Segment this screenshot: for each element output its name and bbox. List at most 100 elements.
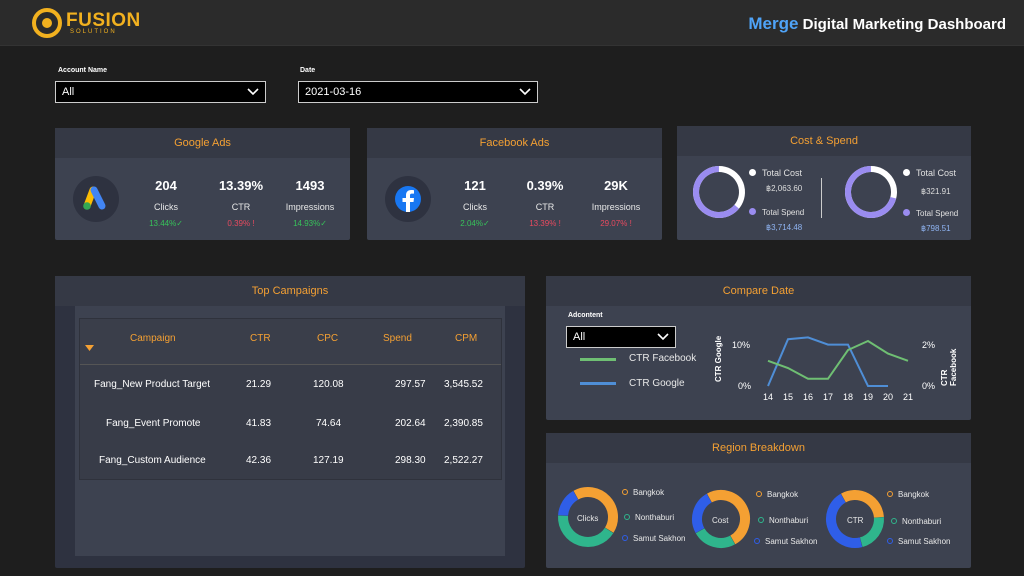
col-cpm[interactable]: CPM [455, 333, 478, 344]
cell-cpc: 74.64 [316, 418, 342, 429]
facebook-impressions-metric: 29K Impressions 29.07% ! [581, 178, 651, 228]
total-spend-value: ฿3,714.48 [766, 223, 803, 232]
cell-spend: 202.64 [395, 418, 426, 429]
x-tick: 19 [863, 392, 874, 402]
col-cpc[interactable]: CPC [317, 333, 339, 344]
col-campaign[interactable]: Campaign [130, 333, 176, 344]
date-label: Date [300, 67, 316, 74]
adcontent-select[interactable]: All [566, 326, 676, 348]
fusion-logo: FUSION SOLUTION [32, 8, 140, 38]
sort-desc-icon[interactable] [85, 345, 94, 351]
legend-dot [749, 169, 756, 176]
google-impressions-metric: 1493 Impressions 14.93%✓ [275, 178, 345, 228]
metric-label: Impressions [285, 202, 335, 212]
cell-campaign: Fang_Event Promote [106, 418, 201, 429]
adcontent-label: Adcontent [568, 312, 603, 319]
metric-value: 204 [155, 178, 177, 193]
series-line-ctr-google [767, 336, 888, 387]
spend-arc [845, 166, 897, 218]
region-donut-cost [692, 490, 750, 548]
legend-samut-sakhon: Samut Sakhon [887, 537, 950, 546]
facebook-icon [385, 176, 431, 222]
region-breakdown-card: Region Breakdown Clicks Bangkok Nonthabu… [546, 433, 971, 568]
legend-ctr-google: CTR Google [629, 378, 685, 389]
metric-change: 2.04%✓ [460, 219, 490, 228]
logo-word: FUSION [66, 10, 141, 31]
cell-campaign: Fang_New Product Target [94, 379, 210, 390]
cell-cpc: 127.19 [313, 455, 344, 466]
metric-change: 14.93%✓ [293, 219, 327, 228]
chevron-down-icon [657, 333, 669, 341]
account-name-select[interactable]: All [55, 81, 266, 103]
donut-center-label: Clicks [577, 514, 599, 523]
metric-value: 0.39% [526, 178, 564, 193]
region-slice-bangkok [841, 490, 884, 518]
alert-icon: ! [252, 219, 255, 228]
top-bar: FUSION SOLUTION Merge Digital Marketing … [0, 0, 1024, 46]
legend-bangkok: Bangkok [622, 488, 664, 497]
legend-dot [903, 169, 910, 176]
cell-cpc: 120.08 [313, 379, 344, 390]
alert-icon: ! [629, 219, 632, 228]
check-icon: ✓ [482, 219, 490, 228]
account-name-value: All [62, 86, 75, 98]
facebook-ads-title: Facebook Ads [367, 128, 662, 158]
total-spend-legend: Total Spend [749, 208, 804, 217]
google-ads-title: Google Ads [55, 128, 350, 158]
x-tick: 16 [803, 392, 814, 402]
left-axis-label: CTR Google [714, 335, 723, 382]
legend-nonthaburi: Nonthaburi [758, 516, 808, 525]
legend-dot [756, 491, 762, 497]
region-slice-samut-sakhon [692, 493, 712, 533]
date-select[interactable]: 2021-03-16 [298, 81, 538, 103]
legend-dot [622, 535, 628, 541]
account-name-label: Account Name [58, 67, 108, 74]
col-ctr[interactable]: CTR [250, 333, 271, 344]
legend-dot [749, 208, 756, 215]
chevron-down-icon [519, 88, 531, 96]
logo-subtitle: SOLUTION [70, 29, 117, 35]
legend-dot [624, 514, 630, 520]
right-tick-top: 2% [922, 340, 936, 350]
region-slice-samut-sakhon [826, 493, 863, 548]
divider [821, 178, 822, 218]
total-spend-value: ฿798.51 [921, 224, 951, 233]
google-ads-icon [73, 176, 119, 222]
legend-dot [887, 491, 893, 497]
google-clicks-metric: 204 Clicks 13.44%✓ [131, 178, 201, 228]
metric-value: 1493 [295, 178, 325, 193]
compare-line-chart [767, 336, 909, 387]
x-tick: 15 [783, 392, 794, 402]
region-slice-bangkok [707, 490, 750, 545]
top-campaigns-title: Top Campaigns [55, 276, 525, 306]
donut-center-label: Cost [712, 516, 729, 525]
title-text: Digital Marketing Dashboard [802, 16, 1006, 33]
compare-date-title: Compare Date [546, 276, 971, 306]
col-spend[interactable]: Spend [383, 333, 412, 344]
legend-ctr-facebook: CTR Facebook [629, 353, 697, 364]
metric-value: 121 [464, 178, 486, 193]
metric-value: 29K [604, 178, 628, 193]
cell-spend: 297.57 [395, 379, 426, 390]
campaigns-table: Campaign CTR CPC Spend CPM Fang_New Prod… [79, 318, 502, 480]
google-ads-card: Google Ads 204 Clicks 13.44%✓ 13.39% CTR… [55, 128, 350, 240]
region-breakdown-title: Region Breakdown [546, 433, 971, 463]
adcontent-value: All [573, 331, 586, 343]
region-slice-nonthaburi [695, 528, 735, 548]
total-cost-legend: Total Cost [749, 168, 802, 178]
metric-change: 13.44%✓ [149, 219, 183, 228]
metric-change: 0.39% ! [227, 219, 255, 228]
cell-cpm: 2,522.27 [444, 455, 483, 466]
metric-label: CTR [231, 202, 251, 212]
total-cost-value: ฿321.91 [921, 187, 951, 196]
metric-label: Clicks [154, 202, 178, 212]
left-tick-bottom: 0% [738, 381, 752, 391]
region-slice-samut-sakhon [558, 490, 579, 517]
date-value: 2021-03-16 [305, 86, 362, 98]
cell-campaign: Fang_Custom Audience [99, 455, 206, 466]
legend-dot [622, 489, 628, 495]
x-tick: 18 [843, 392, 854, 402]
cell-cpm: 3,545.52 [444, 379, 483, 390]
legend-bangkok: Bangkok [756, 490, 798, 499]
